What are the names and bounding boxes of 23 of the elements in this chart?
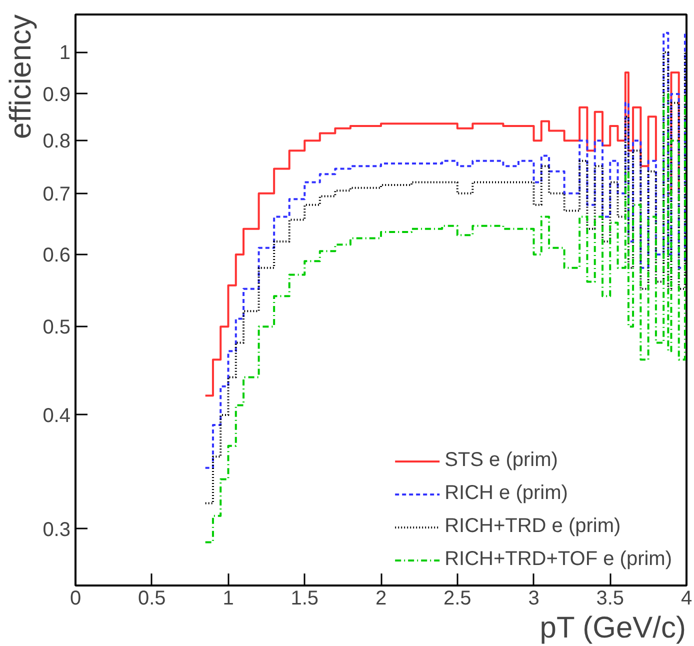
x-tick-label: 2.5 xyxy=(443,588,472,610)
x-tick-label: 0 xyxy=(70,588,82,610)
x-tick-label: 2 xyxy=(375,588,387,610)
y-tick-label: 0.8 xyxy=(42,130,71,153)
x-tick-label: 3 xyxy=(528,588,540,610)
y-tick-label: 0.3 xyxy=(42,518,71,541)
x-tick-label: 4 xyxy=(680,588,692,610)
y-tick-label: 1 xyxy=(59,42,70,64)
y-tick-label: 0.6 xyxy=(42,244,71,266)
y-tick-label: 0.7 xyxy=(42,183,71,206)
x-tick-label: 0.5 xyxy=(138,588,166,610)
y-tick-label: 0.9 xyxy=(42,84,71,106)
y-axis-title: efficiency xyxy=(4,14,38,140)
legend-label: RICH+TRD e (prim) xyxy=(444,515,621,538)
legend-label: RICH+TRD+TOF e (prim) xyxy=(444,548,672,571)
y-tick-label: 0.5 xyxy=(42,316,71,339)
legend-label: STS e (prim) xyxy=(444,449,558,472)
x-axis-title: pT (GeV/c) xyxy=(540,612,686,644)
legend-label: RICH e (prim) xyxy=(444,482,568,505)
x-tick-label: 1 xyxy=(222,588,234,610)
x-tick-label: 3.5 xyxy=(596,588,624,610)
y-tick-label: 0.4 xyxy=(42,404,71,427)
x-tick-label: 1.5 xyxy=(290,588,319,610)
